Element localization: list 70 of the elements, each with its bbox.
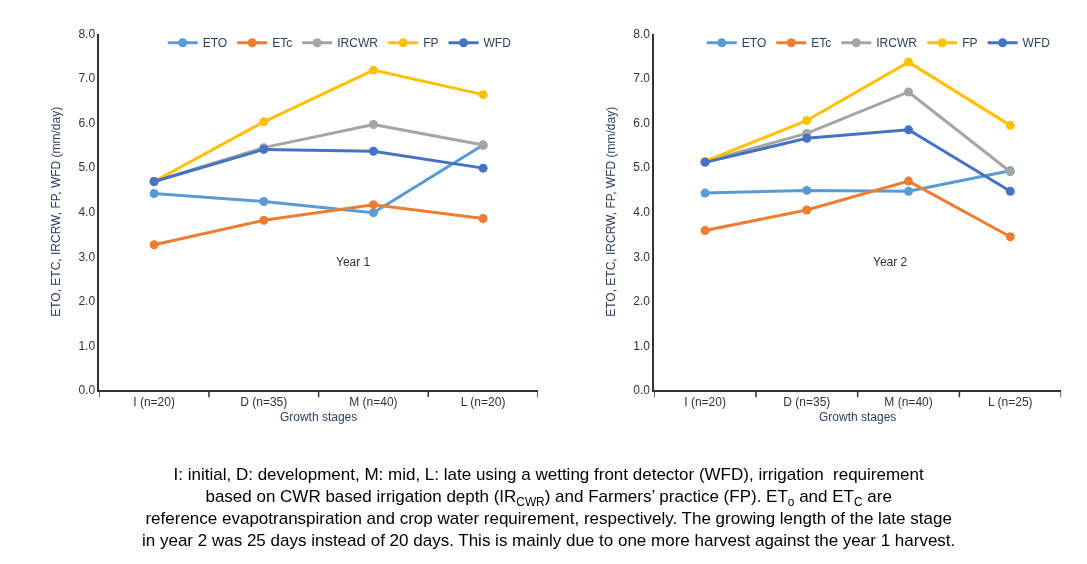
point bbox=[259, 197, 269, 207]
point bbox=[802, 115, 812, 125]
y-tick-label: 5.0 bbox=[633, 160, 651, 175]
x-tick-label: M (n=40) bbox=[349, 395, 398, 410]
point bbox=[259, 117, 269, 127]
x-tick-label: I (n=20) bbox=[133, 395, 175, 410]
text: I: initial, D: development, M: mid, L: late using a wetting front detector (WFD), irrigation requirement based on CWR based irrigation depth (IR$_{CWR}$) and Farmers’ practice (FP). ET$_{o}$ and ET$_{C}$ are reference evapotranspiration and crop water requirement, respectively. The growing length of the late stage in year 2 was 25 days instead of 20 days. This is mainly due to one more harvest against the year 1 harvest. bbox=[142, 465, 956, 551]
point bbox=[1005, 186, 1015, 196]
y-tick-label: 2.0 bbox=[633, 294, 651, 309]
point bbox=[802, 133, 812, 143]
annotation: Year 2 bbox=[873, 255, 908, 269]
point bbox=[700, 188, 710, 198]
point bbox=[368, 119, 378, 129]
x-axis-title: Growth stages bbox=[279, 409, 358, 424]
point bbox=[368, 200, 378, 210]
legend-label: FP bbox=[962, 36, 978, 51]
y-tick-label: 0.0 bbox=[78, 383, 96, 398]
point bbox=[802, 205, 812, 215]
point bbox=[904, 186, 914, 196]
point bbox=[368, 208, 378, 218]
y-axis-title: ETO, ETC, IRCRW, FP, WFD (mm/day) bbox=[49, 106, 64, 317]
legend-label: WFD bbox=[1022, 36, 1051, 51]
y-axis-title: ETO, ETC, IRCRW, FP, WFD (mm/day) bbox=[604, 106, 619, 317]
y-tick-label: 7.0 bbox=[78, 71, 96, 86]
annotation: Year 1 bbox=[336, 255, 371, 269]
point bbox=[1005, 120, 1015, 130]
point bbox=[1005, 232, 1015, 242]
y-tick-label: 5.0 bbox=[78, 160, 96, 175]
point bbox=[478, 213, 488, 223]
y-tick-label: 2.0 bbox=[78, 294, 96, 309]
y-tick-label: 8.0 bbox=[633, 26, 651, 41]
x-axis-title: Growth stages bbox=[818, 409, 897, 424]
y-tick-label: 7.0 bbox=[633, 71, 651, 86]
point bbox=[904, 176, 914, 186]
legend-label: ETc bbox=[272, 36, 293, 51]
point bbox=[700, 226, 710, 236]
point bbox=[368, 146, 378, 156]
y-tick-label: 1.0 bbox=[78, 338, 96, 353]
point bbox=[478, 90, 488, 100]
legend-label: ETO bbox=[741, 36, 767, 51]
point bbox=[904, 57, 914, 67]
x-tick-label: D (n=35) bbox=[240, 395, 288, 410]
x-tick-label: L (n=25) bbox=[987, 395, 1033, 410]
y-tick-label: 6.0 bbox=[633, 115, 651, 130]
point bbox=[802, 185, 812, 195]
legend-label: ETO bbox=[202, 36, 228, 51]
legend-label: IRCWR bbox=[876, 36, 918, 51]
y-tick-label: 4.0 bbox=[633, 205, 651, 219]
y-tick-label: 0.0 bbox=[633, 383, 651, 398]
y-tick-label: 3.0 bbox=[78, 249, 96, 264]
point bbox=[259, 215, 269, 225]
legend-label: IRCWR bbox=[337, 36, 379, 51]
y-tick-label: 3.0 bbox=[633, 249, 651, 264]
y-tick-label: 8.0 bbox=[78, 26, 96, 41]
point bbox=[368, 65, 378, 75]
x-tick-label: D (n=35) bbox=[783, 395, 831, 410]
legend-label: ETc bbox=[811, 36, 832, 51]
y-tick-label: 4.0 bbox=[78, 205, 96, 219]
x-tick-label: L (n=20) bbox=[460, 395, 506, 410]
legend-label: WFD bbox=[483, 36, 512, 51]
y-tick-label: 6.0 bbox=[78, 115, 96, 130]
point bbox=[478, 163, 488, 173]
point bbox=[149, 240, 159, 250]
x-tick-label: I (n=20) bbox=[684, 395, 726, 410]
point bbox=[149, 189, 159, 199]
y-tick-label: 1.0 bbox=[633, 338, 651, 353]
legend-label: FP bbox=[423, 36, 439, 51]
x-tick-label: M (n=40) bbox=[884, 395, 933, 410]
point bbox=[904, 125, 914, 135]
point bbox=[904, 87, 914, 97]
